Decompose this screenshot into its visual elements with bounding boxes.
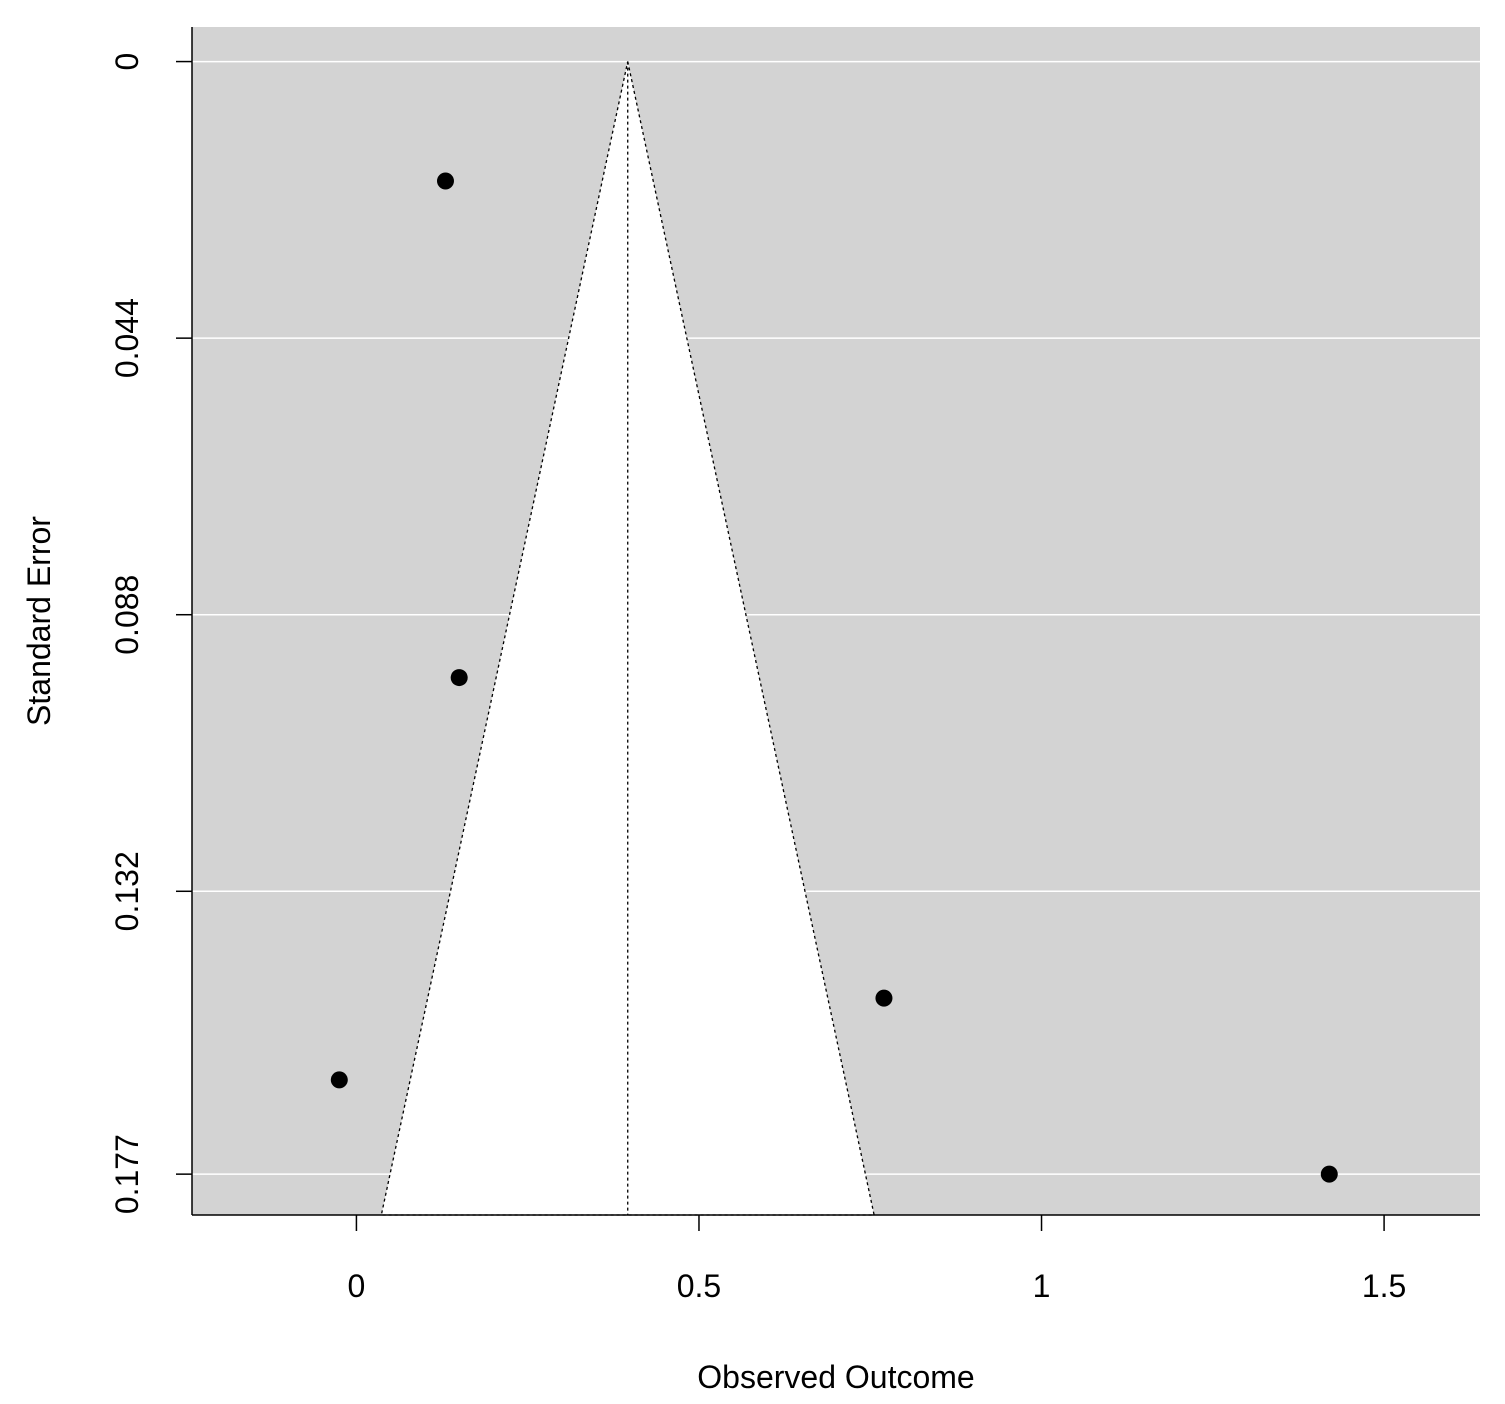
y-axis-title: Standard Error [21,516,57,726]
y-tick-label-1: 0.044 [109,298,145,378]
y-tick-label-0: 0 [109,53,145,71]
plot-panel [192,27,1480,1215]
x-tick-label-1: 0.5 [677,1268,721,1304]
data-point-2 [330,1071,348,1089]
x-axis-title: Observed Outcome [697,1359,974,1395]
y-tick-label-4: 0.177 [109,1134,145,1214]
data-point-0 [436,172,454,190]
y-tick-label-3: 0.132 [109,851,145,931]
x-tick-label-0: 0 [348,1268,366,1304]
y-tick-label-2: 0.088 [109,575,145,655]
data-point-4 [1320,1165,1338,1183]
data-point-1 [450,669,468,687]
x-axis-ticks: 0 0.5 1 1.5 [348,1215,1406,1304]
x-tick-label-3: 1.5 [1362,1268,1406,1304]
y-axis-ticks: 0 0.044 0.088 0.132 0.177 [109,53,192,1214]
data-point-3 [875,989,893,1007]
x-tick-label-2: 1 [1033,1268,1051,1304]
grid-lines [192,60,1480,1175]
data-points [330,172,1338,1183]
